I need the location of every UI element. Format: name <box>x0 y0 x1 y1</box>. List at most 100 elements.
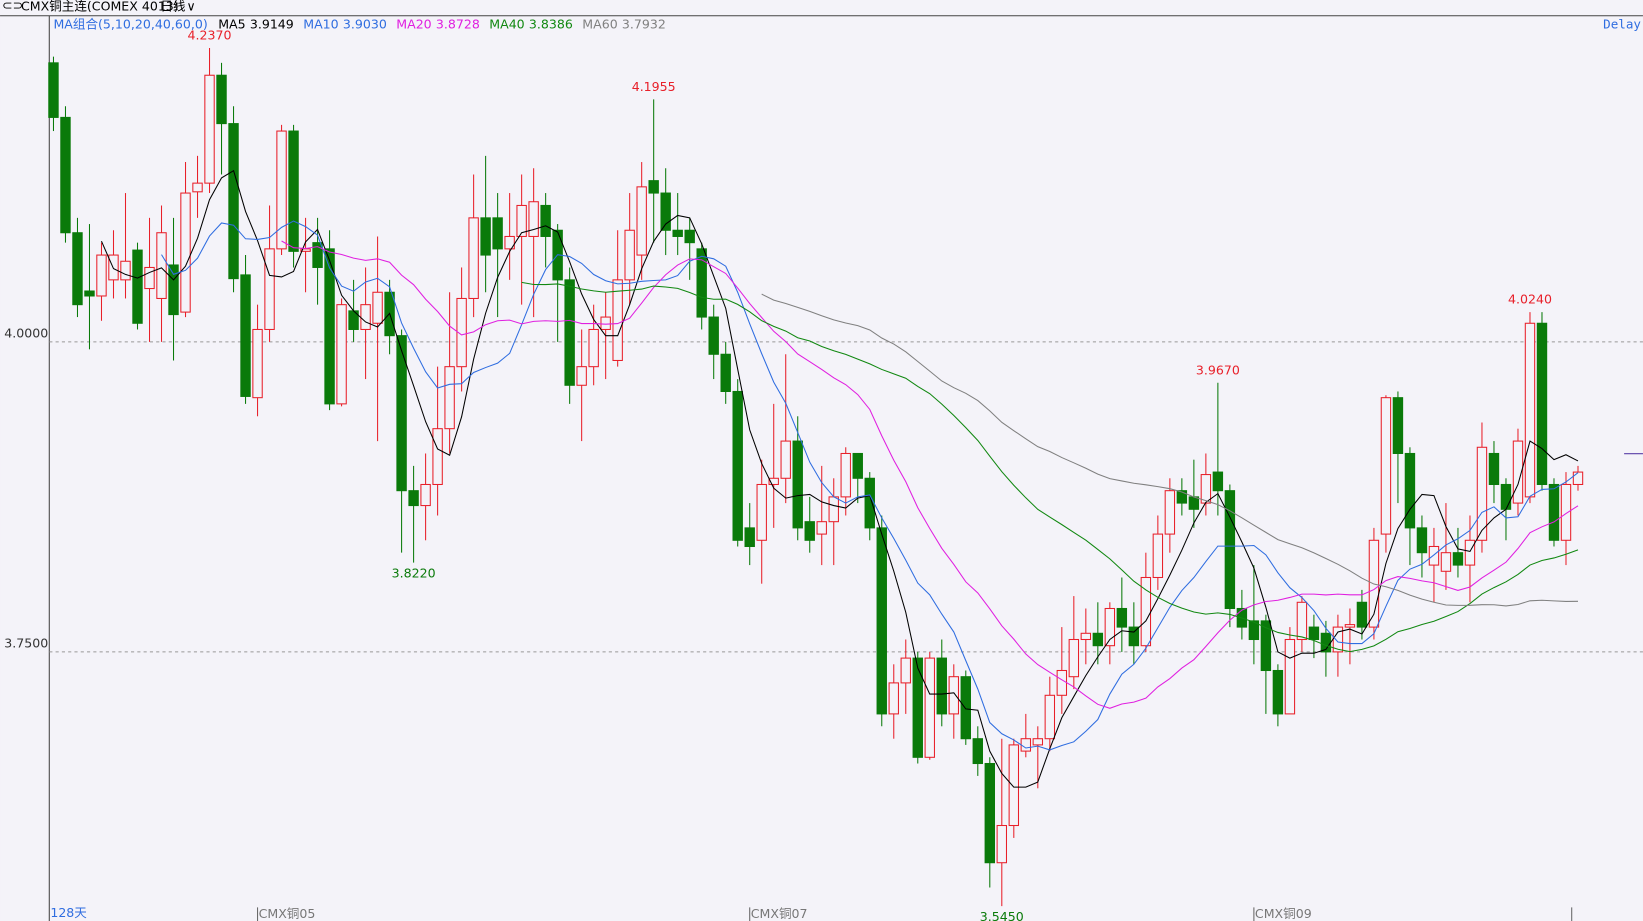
candle-body <box>468 217 479 299</box>
candle-body <box>840 452 851 498</box>
candle-body <box>132 249 143 324</box>
candle-body <box>972 738 983 765</box>
candle-body <box>696 248 707 318</box>
candle-body <box>948 676 959 715</box>
candle-body <box>276 130 287 250</box>
candle-body <box>1116 607 1128 628</box>
candle-body <box>1512 440 1524 504</box>
candle-body <box>1008 744 1020 827</box>
candle-body <box>180 192 191 313</box>
candle-body <box>684 229 695 244</box>
legend-name: MA5 <box>218 16 245 31</box>
candle-body <box>1464 539 1476 566</box>
candle-body <box>204 74 215 184</box>
candle-body <box>408 490 419 507</box>
candle-body <box>864 477 875 529</box>
candle-body <box>312 242 323 268</box>
candle-body <box>372 291 383 324</box>
candle-body <box>504 235 515 250</box>
candle-body <box>984 762 996 864</box>
candle-body <box>96 254 107 297</box>
legend-value: 3.8386 <box>529 16 573 31</box>
candle-body <box>1212 471 1224 492</box>
extreme-label: 3.9670 <box>1196 362 1240 377</box>
candle-body <box>732 390 743 541</box>
candle-body <box>588 328 599 368</box>
candle-body <box>1428 545 1440 566</box>
candle-body <box>1260 620 1272 672</box>
candle-body <box>48 62 59 118</box>
candle-body <box>1164 490 1176 535</box>
candle-body <box>480 217 491 256</box>
candle-body <box>708 316 719 355</box>
candle-body <box>1224 490 1236 610</box>
extreme-label: 3.8220 <box>392 565 436 580</box>
candle-body <box>1152 533 1164 579</box>
candle-body <box>780 440 791 479</box>
candle-body <box>720 353 731 392</box>
count: 128天 <box>50 905 87 920</box>
candle-body <box>804 521 815 541</box>
candle-body <box>600 316 611 330</box>
candle-body <box>996 824 1008 864</box>
x-tick-label: CMX铜07 <box>751 906 808 921</box>
candle-body <box>396 335 407 492</box>
candle-body <box>936 657 947 715</box>
candle-body <box>1044 694 1056 740</box>
candle-body <box>1284 638 1296 715</box>
period[interactable]: 日线 <box>160 0 186 13</box>
candle-body <box>912 657 923 758</box>
ma-line <box>521 281 1579 653</box>
candle-body <box>660 192 671 231</box>
candle-body <box>336 304 347 405</box>
link-icon[interactable]: ⊂⊃ <box>2 0 23 12</box>
candle-body <box>1548 483 1560 541</box>
extreme-label: 3.5450 <box>980 909 1024 921</box>
candle-body <box>828 496 839 523</box>
candle-body <box>492 217 503 250</box>
legend-name: MA40 <box>489 16 524 31</box>
candle-body <box>564 279 575 386</box>
candle-body <box>144 266 155 290</box>
candle-body <box>1032 738 1044 746</box>
candle-body <box>1476 446 1488 541</box>
candle-body <box>444 366 455 430</box>
candle-body <box>420 483 431 507</box>
candle-body <box>756 483 767 541</box>
legend-value: 3.9149 <box>250 16 294 31</box>
y-tick-label: 3.7500 <box>4 636 48 651</box>
candle-body <box>1392 397 1404 455</box>
candle-body <box>900 657 911 684</box>
candle-body <box>1380 397 1392 535</box>
extreme-label: 4.1955 <box>632 79 676 94</box>
candle-body <box>1248 620 1260 641</box>
candle-body <box>1452 552 1464 566</box>
ma-group[interactable]: MA组合(5,10,20,40,60,0) <box>53 16 207 31</box>
candle-body <box>1344 624 1356 628</box>
delay: Delay <box>1603 16 1641 31</box>
candle-body <box>744 527 755 548</box>
candle-body <box>192 182 203 193</box>
candle-body <box>792 440 803 529</box>
period-caret[interactable]: ∨ <box>187 0 196 13</box>
symbol[interactable]: CMX铜主连(COMEX 4013) <box>21 0 179 13</box>
y-tick-label: 4.0000 <box>4 326 48 341</box>
candle-body <box>1404 452 1416 529</box>
candle-body <box>120 260 131 281</box>
candle-body <box>72 232 83 306</box>
ma-line <box>281 240 1579 709</box>
candle-body <box>648 180 659 194</box>
candle-body <box>228 123 239 280</box>
candle-body <box>1080 632 1092 641</box>
candle-body <box>1488 452 1500 486</box>
candle-body <box>432 428 443 486</box>
candle-body <box>360 304 371 330</box>
candle-body <box>1500 483 1512 510</box>
candle-body <box>1176 490 1188 504</box>
candle-body <box>1020 738 1032 752</box>
candle-body <box>84 290 95 297</box>
legend-name: MA10 <box>303 16 338 31</box>
